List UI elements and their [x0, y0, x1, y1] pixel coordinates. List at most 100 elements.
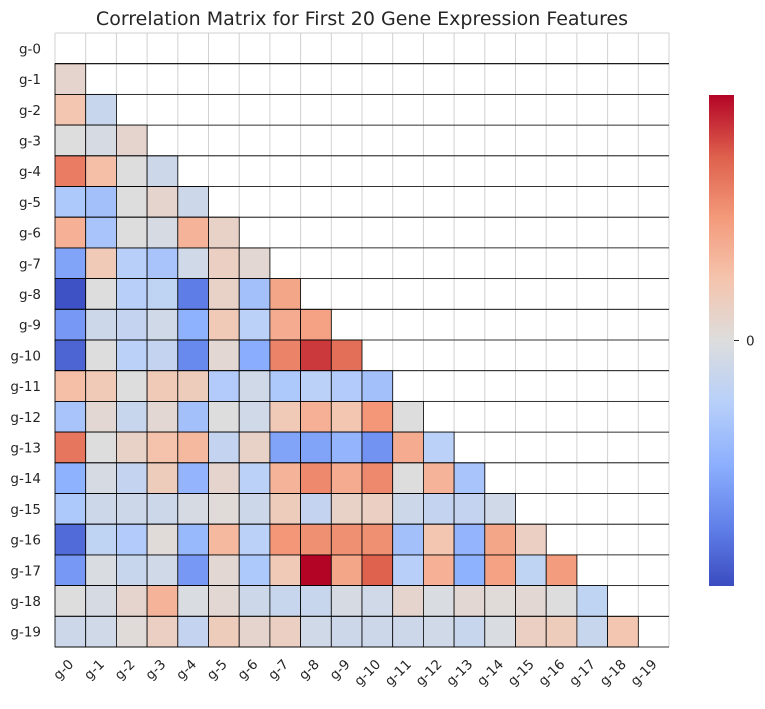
heatmap-cell: [85, 554, 117, 587]
heatmap-cell: [54, 186, 87, 218]
heatmap-cell: [85, 186, 117, 218]
heatmap-cell: [361, 431, 394, 464]
x-tick-label: g-3: [142, 657, 169, 684]
heatmap-cell: [269, 585, 301, 617]
heatmap-cell: [116, 554, 148, 587]
heatmap-cell: [146, 585, 179, 617]
heatmap-cell: [54, 247, 87, 279]
heatmap-cell: [545, 615, 578, 648]
heatmap-cell: [269, 431, 301, 464]
heatmap-cell: [392, 585, 424, 617]
heatmap-cell: [330, 370, 363, 402]
heatmap-cell: [54, 400, 87, 433]
y-tick-label: g-2: [19, 103, 41, 119]
heatmap-cell: [116, 278, 148, 310]
heatmap-cell: [177, 370, 209, 402]
heatmap-cell: [85, 94, 117, 126]
heatmap-cell: [146, 615, 179, 648]
heatmap-cell: [116, 462, 148, 494]
heatmap-cell: [515, 523, 547, 556]
heatmap-cell: [54, 493, 87, 525]
x-tick-label: g-18: [597, 657, 630, 690]
heatmap-cell: [238, 462, 271, 494]
y-tick-label: g-19: [10, 625, 41, 641]
heatmap-cell: [177, 493, 209, 525]
heatmap-cell: [208, 493, 240, 525]
y-tick-label: g-17: [10, 563, 41, 579]
heatmap-cell: [269, 308, 301, 341]
heatmap-cell: [116, 493, 148, 525]
heatmap-cell: [85, 216, 117, 249]
heatmap-cell: [453, 523, 486, 556]
heatmap-cell: [54, 431, 87, 464]
heatmap-cell: [361, 554, 394, 587]
x-tick-label: g-14: [474, 657, 507, 690]
heatmap-cell: [300, 431, 332, 464]
heatmap-cell: [177, 462, 209, 494]
heatmap-cell: [269, 278, 301, 310]
heatmap-cell: [85, 124, 117, 157]
heatmap-cell: [330, 554, 363, 587]
heatmap-cell: [54, 462, 87, 494]
heatmap-cell: [146, 431, 179, 464]
heatmap-cell: [116, 339, 148, 372]
colorbar-tick-label: 0: [746, 334, 755, 350]
heatmap-cell: [85, 615, 117, 648]
y-tick-label: g-3: [19, 133, 41, 149]
x-tick-label: g-15: [505, 657, 538, 690]
heatmap-cell: [85, 308, 117, 341]
heatmap-cell: [85, 278, 117, 310]
heatmap-cell: [238, 339, 271, 372]
heatmap-cell: [330, 493, 363, 525]
heatmap-cell: [361, 462, 394, 494]
heatmap-cell: [422, 493, 455, 525]
heatmap-cell: [392, 554, 424, 587]
heatmap-cell: [146, 247, 179, 279]
heatmap-cell: [361, 400, 394, 433]
heatmap-cell: [238, 554, 271, 587]
heatmap-cell: [177, 278, 209, 310]
heatmap-cell: [146, 400, 179, 433]
heatmap-cell: [238, 431, 271, 464]
heatmap-cell: [576, 615, 609, 648]
heatmap-cell: [54, 216, 87, 249]
colorbar-gradient: [709, 95, 734, 586]
x-tick-label: g-9: [327, 657, 354, 684]
heatmap-cell: [269, 493, 301, 525]
heatmap-cell: [300, 462, 332, 494]
heatmap-cell: [116, 216, 148, 249]
colorbar: 0: [709, 95, 755, 586]
heatmap-cell: [330, 585, 363, 617]
x-tick-label: g-2: [112, 657, 139, 684]
heatmap-cell: [208, 585, 240, 617]
heatmap-cell: [392, 400, 424, 433]
heatmap-cell: [453, 462, 486, 494]
y-tick-label: g-10: [10, 348, 41, 364]
heatmap-cell: [300, 339, 332, 372]
heatmap-cell: [54, 94, 87, 126]
heatmap-cell: [177, 400, 209, 433]
heatmap-cell: [146, 523, 179, 556]
heatmap-cell: [422, 585, 455, 617]
heatmap-cell: [116, 523, 148, 556]
heatmap-cell: [177, 585, 209, 617]
heatmap-cell: [330, 615, 363, 648]
heatmap-cell: [208, 216, 240, 249]
x-tick-label: g-16: [535, 657, 568, 690]
heatmap-cell: [484, 615, 516, 648]
y-tick-labels: g-0 g-1 g-2 g-3 g-4 g-5 g-6 g-7 g-8 g-9 g-10 g-11 g-…: [10, 41, 41, 640]
heatmap-cell: [238, 523, 271, 556]
heatmap-cell: [300, 554, 332, 587]
heatmap-cell: [85, 523, 117, 556]
heatmap-cells: [54, 63, 669, 648]
x-tick-label: g-12: [413, 657, 446, 690]
heatmap-cell: [146, 278, 179, 310]
heatmap-cell: [54, 585, 87, 617]
heatmap-cell: [146, 339, 179, 372]
heatmap-cell: [422, 431, 455, 464]
heatmap-cell: [85, 247, 117, 279]
y-tick-label: g-16: [10, 533, 41, 549]
heatmap-cell: [300, 370, 332, 402]
heatmap-cell: [484, 493, 516, 525]
